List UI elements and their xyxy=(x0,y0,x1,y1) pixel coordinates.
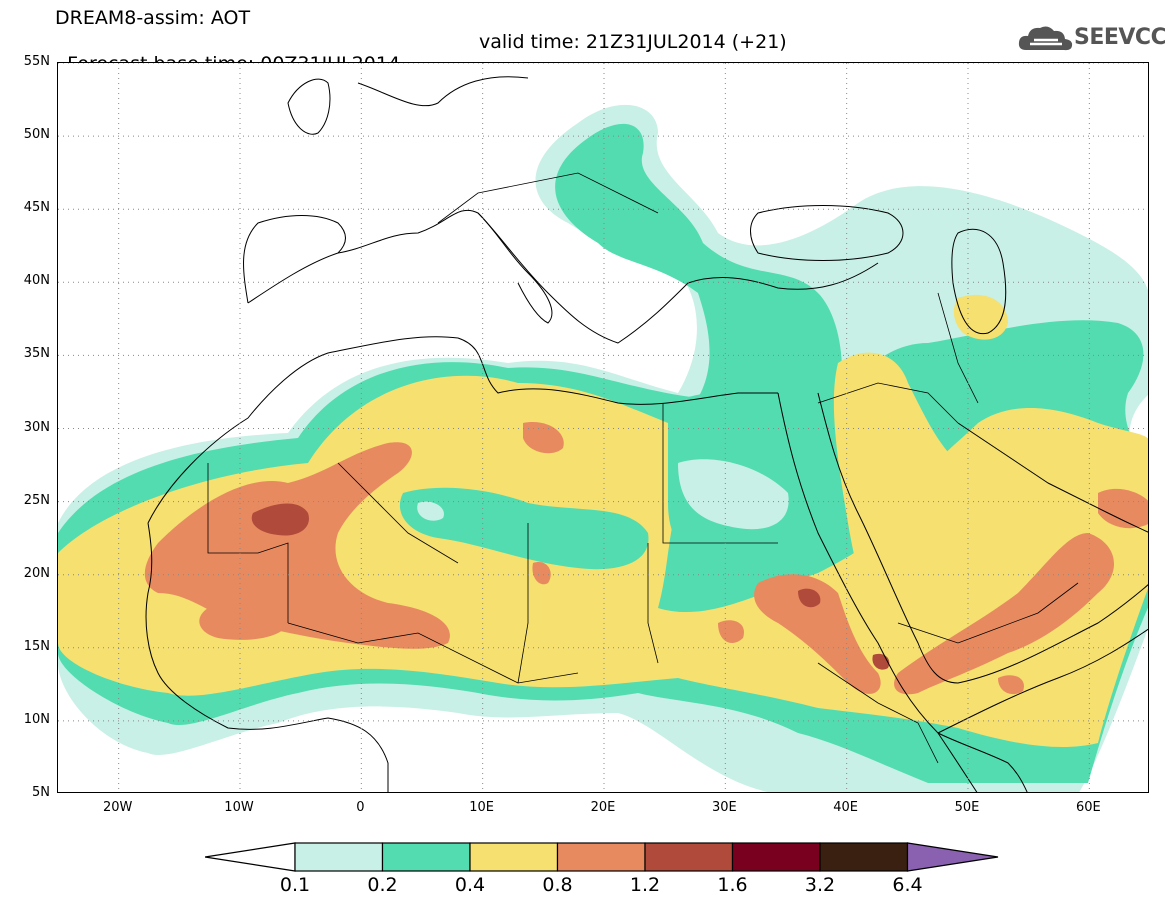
aot-low-egypt-inner xyxy=(678,459,789,530)
coastline-europe-south xyxy=(247,209,879,344)
colorbar-max-triangle xyxy=(906,842,999,872)
colorbar-tick-label: 1.6 xyxy=(717,874,748,896)
lat-tick-label: 50N xyxy=(23,127,50,143)
lat-tick-label: 45N xyxy=(23,200,50,216)
coastline-persian-gulf xyxy=(957,422,1148,533)
colorbar-tick-label: 3.2 xyxy=(804,874,836,896)
lon-tick-label: 20W xyxy=(102,800,133,815)
lon-tick-label: 40E xyxy=(833,800,859,815)
aot-map xyxy=(58,63,1148,792)
coastline-iberia xyxy=(243,215,346,304)
lat-tick-label: 55N xyxy=(23,54,50,69)
lat-tick-label: 20N xyxy=(23,565,50,581)
border-libya-egypt xyxy=(662,403,778,544)
aot-low-sahara xyxy=(399,487,649,570)
colorbar-tick-label: 0.4 xyxy=(454,874,486,896)
colorbar-segment xyxy=(294,842,384,872)
coastline-red-sea-east xyxy=(817,392,1148,684)
coastline-black-sea xyxy=(750,205,904,261)
colorbar-tick-label: 0.8 xyxy=(542,874,573,896)
lon-tick-label: 0 xyxy=(356,800,365,815)
lat-tick-label: 5N xyxy=(32,785,50,800)
lat-tick-label: 40N xyxy=(23,273,50,289)
coastline-arabia-south xyxy=(937,628,1148,734)
cloud-logo-icon xyxy=(1018,26,1073,51)
colorbar-tick-label: 6.4 xyxy=(892,874,923,896)
coastline-horn xyxy=(937,732,1028,792)
border-algeria-mali xyxy=(337,462,459,564)
colorbar xyxy=(205,842,999,872)
colorbar-tick-label: 0.2 xyxy=(367,874,398,896)
aot-contour-0.8-yemen xyxy=(894,533,1115,695)
aot-contour-0.8-west xyxy=(144,442,450,649)
aot-arabia xyxy=(833,352,1148,714)
aot-contour-0.8-arabsea xyxy=(998,675,1024,695)
lat-tick-label: 10N xyxy=(23,711,50,727)
aot-contour-0.8-mali xyxy=(199,603,288,640)
colorbar-segment xyxy=(644,842,734,872)
coastline-north-africa xyxy=(147,336,778,524)
lon-tick-label: 10E xyxy=(469,800,495,815)
lat-tick-label: 30N xyxy=(23,419,50,435)
lon-tick-label: 20E xyxy=(590,800,616,815)
border-saudi-iraq xyxy=(817,382,959,424)
colorbar-segment xyxy=(556,842,646,872)
lat-tick-label: 25N xyxy=(23,492,50,508)
colorbar-min-triangle xyxy=(205,842,296,872)
border-mauritania xyxy=(207,463,289,623)
coastline-red-sea-west xyxy=(777,392,978,792)
coastline-north-europe xyxy=(357,76,529,107)
valid-time: valid time: 21Z31JUL2014 (+21) xyxy=(479,31,787,53)
chart-title: DREAM8-assim: AOT xyxy=(55,7,251,29)
aot-contour-0.8-sudan xyxy=(754,574,881,694)
aot-contour-0.8-oman xyxy=(1098,488,1148,529)
border-niger-chad xyxy=(517,523,529,684)
colorbar-segment xyxy=(469,842,559,872)
aot-contour-0.8-east xyxy=(718,620,744,643)
lon-tick-label: 10W xyxy=(224,800,254,815)
colorbar-tick-label: 1.2 xyxy=(629,874,661,896)
aot-contour-1.2-sudan xyxy=(798,588,821,608)
colorbar-segment xyxy=(731,842,821,872)
coastline-caspian xyxy=(951,228,1007,335)
lon-tick-label: 60E xyxy=(1075,800,1101,815)
lat-tick-label: 15N xyxy=(23,638,50,654)
logo-text: SEEVCCC xyxy=(1074,25,1165,50)
coastline-italy xyxy=(477,212,553,324)
border-ethiopia xyxy=(817,662,939,764)
border-europe xyxy=(437,172,659,224)
lon-tick-label: 30E xyxy=(711,800,737,815)
colorbar-segment xyxy=(381,842,471,872)
border-saudi-yemen xyxy=(897,582,1079,644)
aot-low-sahara-inner xyxy=(417,501,444,521)
border-sudan-chad xyxy=(647,543,659,664)
lat-tick-label: 35N xyxy=(23,346,50,362)
map-plot xyxy=(57,62,1149,793)
border-iran-iraq xyxy=(937,292,979,404)
colorbar-segment xyxy=(819,842,909,872)
coastline-uk xyxy=(287,78,331,135)
aot-contour-0.8-algeria xyxy=(523,422,564,454)
aot-contour-0.8-chad xyxy=(532,562,551,585)
colorbar-tick-label: 0.1 xyxy=(279,874,311,896)
aot-contour-1.2-mauritania xyxy=(251,503,309,536)
lon-tick-label: 50E xyxy=(954,800,980,815)
seevccc-logo: SEEVCCC xyxy=(1018,22,1165,56)
